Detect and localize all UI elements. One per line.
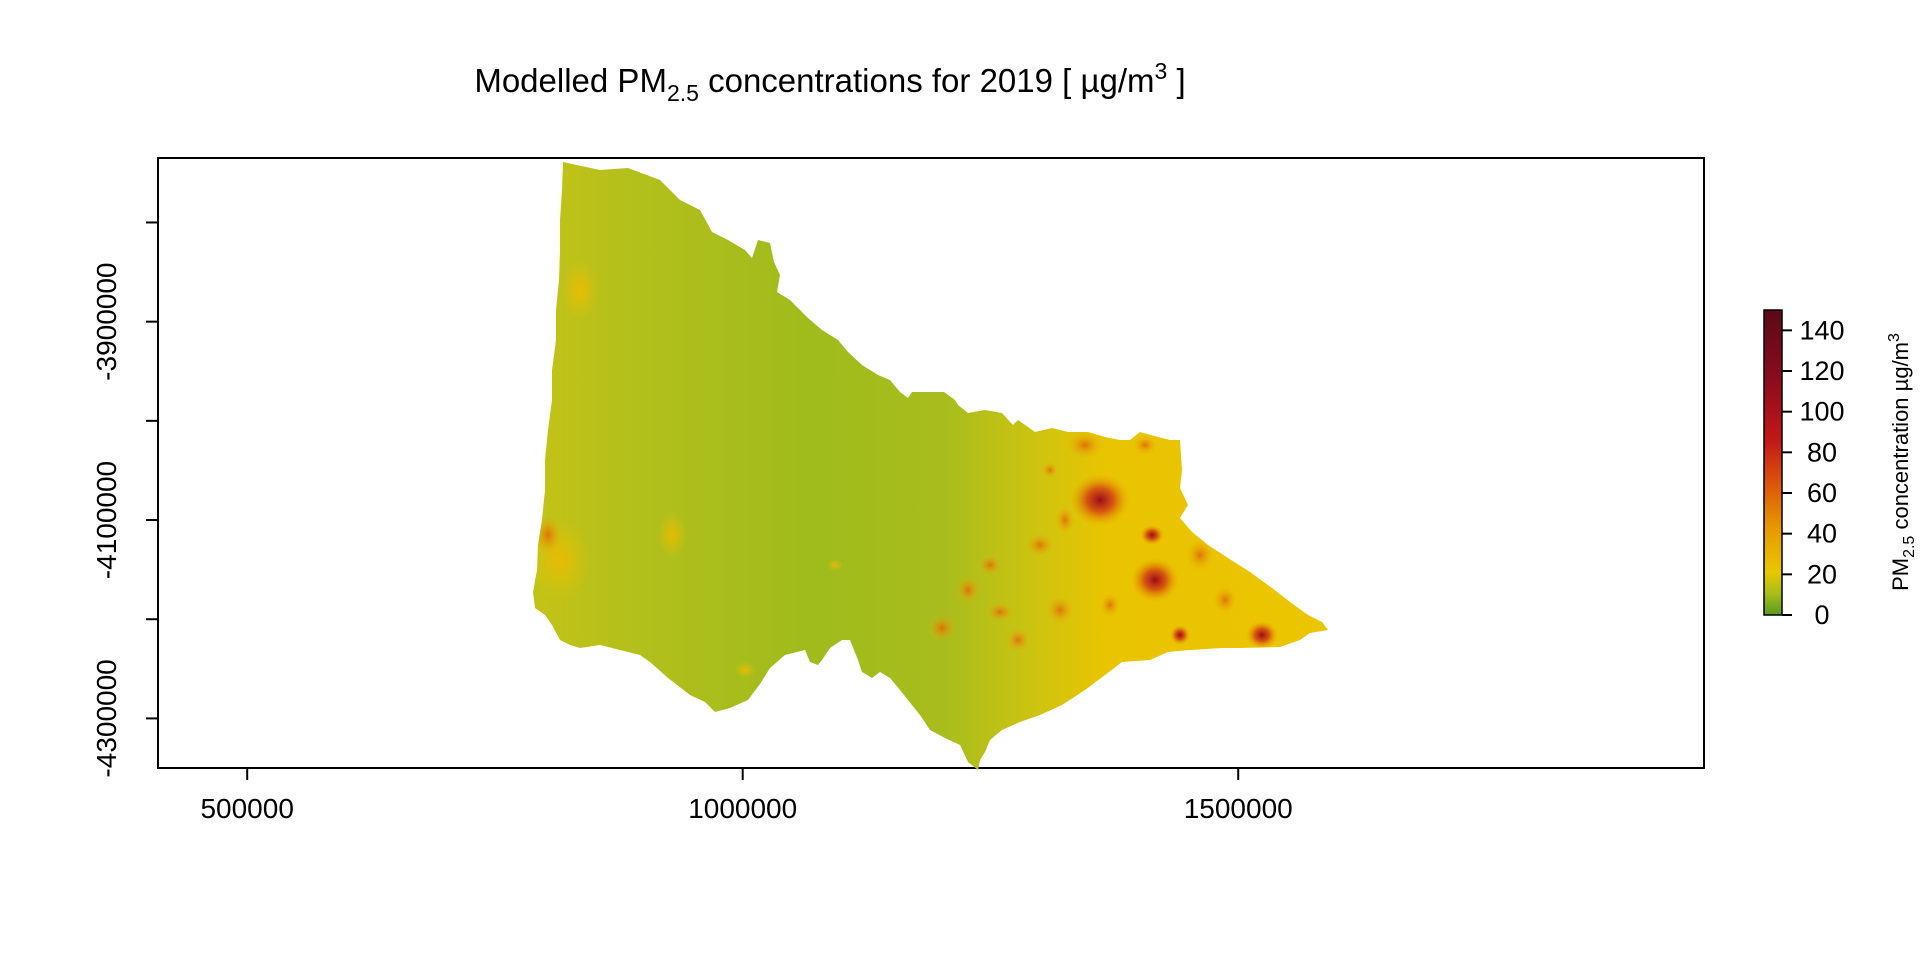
x-tick-label: 500000 [200, 793, 293, 824]
legend-tick-label: 140 [1799, 315, 1844, 345]
y-tick-label: -4300000 [91, 659, 122, 777]
map-title: Modelled PM2.5 concentrations for 2019 [… [474, 58, 1185, 106]
plot-frame [157, 157, 1705, 769]
legend-tick-label: 80 [1807, 437, 1837, 467]
y-tick-label: -4100000 [91, 461, 122, 579]
legend-colorbar [1763, 309, 1783, 616]
x-tick-label: 1500000 [1184, 793, 1293, 824]
y-axis: -3900000 -4100000 -4300000 [91, 221, 158, 778]
x-axis: 500000 1000000 1500000 [200, 768, 1293, 824]
legend-tick-label: 60 [1807, 478, 1837, 508]
pm25-raster [533, 162, 1328, 770]
color-legend: 0 20 40 60 80 100 120 140 PM2.5 concentration µ… [1763, 309, 1918, 630]
legend-tick-label: 120 [1799, 356, 1844, 386]
legend-tick-label: 20 [1807, 559, 1837, 589]
y-tick-label: -3900000 [91, 262, 122, 380]
legend-title: PM2.5 concentration µg/m3 [1886, 333, 1918, 591]
legend-tick-label: 100 [1799, 397, 1844, 427]
legend-tick-label: 0 [1814, 600, 1829, 630]
legend-ticks: 0 20 40 60 80 100 120 140 [1782, 315, 1845, 630]
x-tick-label: 1000000 [688, 793, 797, 824]
legend-tick-label: 40 [1807, 519, 1837, 549]
